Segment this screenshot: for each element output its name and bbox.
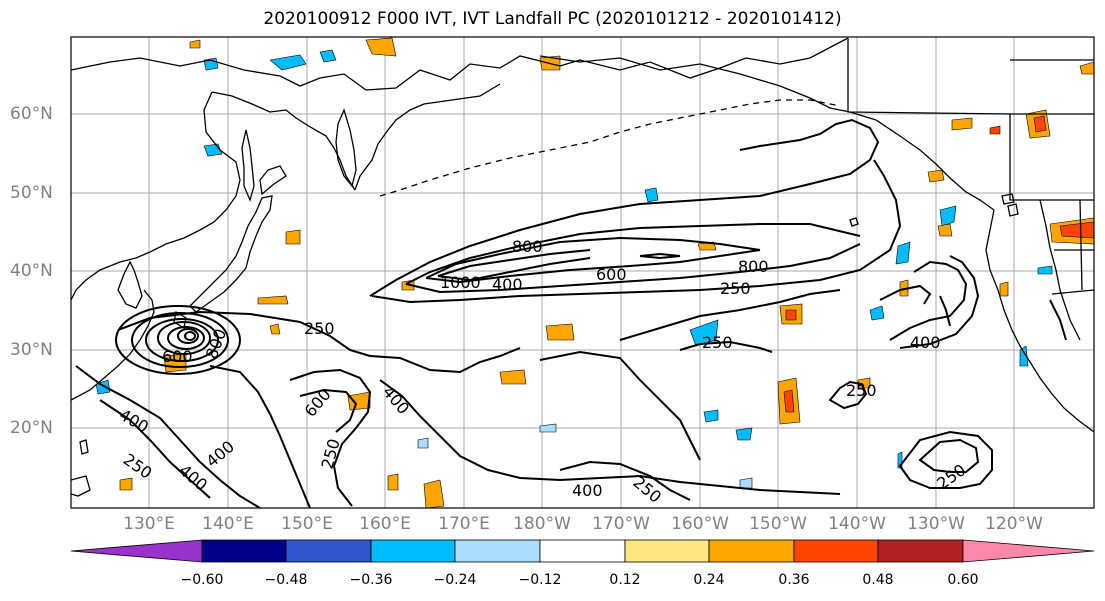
colorbar-tick: 0.24	[693, 572, 725, 588]
colorbar-tick: −0.12	[518, 572, 562, 588]
lat-label-40n: 40°N	[10, 261, 53, 281]
colorbar-tick: 0.60	[947, 572, 979, 588]
colorbar-tick: −0.48	[264, 572, 308, 588]
contour-label: 600	[596, 265, 627, 284]
colorbar-tick: 0.36	[778, 572, 810, 588]
colorbar-tick: −0.24	[433, 572, 477, 588]
contour-label: 250	[720, 279, 751, 298]
colorbar-tick: −0.60	[180, 572, 224, 588]
colorbar-tick: −0.36	[349, 572, 393, 588]
lat-label-30n: 30°N	[10, 340, 53, 360]
colorbar-low-extend	[70, 539, 203, 563]
lat-label-60n: 60°N	[10, 104, 53, 124]
lon-label-160w: 160°W	[671, 514, 729, 534]
lon-label-170w: 170°W	[592, 514, 650, 534]
lon-label-130w: 130°W	[907, 514, 965, 534]
contour-label: 600	[162, 347, 193, 366]
contour-label: 400	[492, 275, 523, 294]
colorbar-tick: 0.48	[862, 572, 894, 588]
ivt-contours	[75, 118, 1067, 509]
lon-label-170e: 170°E	[438, 514, 490, 534]
lon-label-150e: 150°E	[281, 514, 333, 534]
colorbar	[70, 539, 1095, 563]
lon-label-140e: 140°E	[202, 514, 254, 534]
contour-label: 400	[910, 333, 941, 352]
contour-label: 250	[846, 381, 877, 400]
lon-label-160e: 160°E	[359, 514, 411, 534]
lon-label-180w: 180°W	[513, 514, 571, 534]
colorbar-tick: 0.12	[609, 572, 641, 588]
lat-label-20n: 20°N	[10, 418, 53, 438]
lon-label-140w: 140°W	[828, 514, 886, 534]
contour-label: 800	[738, 257, 769, 276]
map-title: 2020100912 F000 IVT, IVT Landfall PC (20…	[263, 9, 842, 29]
contour-label: 250	[304, 319, 335, 338]
lat-label-50n: 50°N	[10, 183, 53, 203]
contour-label: 1000	[440, 273, 481, 292]
lon-label-120w: 120°W	[985, 514, 1043, 534]
lon-label-150w: 150°W	[749, 514, 807, 534]
contour-label: 400	[572, 481, 603, 500]
contour-label: 800	[512, 237, 543, 256]
coastlines	[70, 37, 1095, 497]
colorbar-high-extend	[962, 539, 1095, 563]
pc-shading	[95, 37, 1095, 509]
lon-label-130e: 130°E	[123, 514, 175, 534]
contour-label: 250	[702, 333, 733, 352]
map-frame	[70, 36, 1095, 509]
